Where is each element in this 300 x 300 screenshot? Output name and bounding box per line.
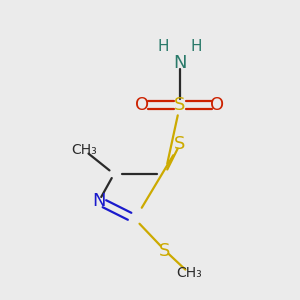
Text: O: O xyxy=(210,96,225,114)
Text: H: H xyxy=(158,39,169,54)
Text: CH₃: CH₃ xyxy=(71,143,97,157)
Text: CH₃: CH₃ xyxy=(176,266,202,280)
Text: H: H xyxy=(191,39,202,54)
Text: S: S xyxy=(174,135,186,153)
Text: O: O xyxy=(135,96,150,114)
Text: N: N xyxy=(173,54,187,72)
Text: N: N xyxy=(92,192,106,210)
Text: S: S xyxy=(174,96,186,114)
Text: S: S xyxy=(159,242,171,260)
